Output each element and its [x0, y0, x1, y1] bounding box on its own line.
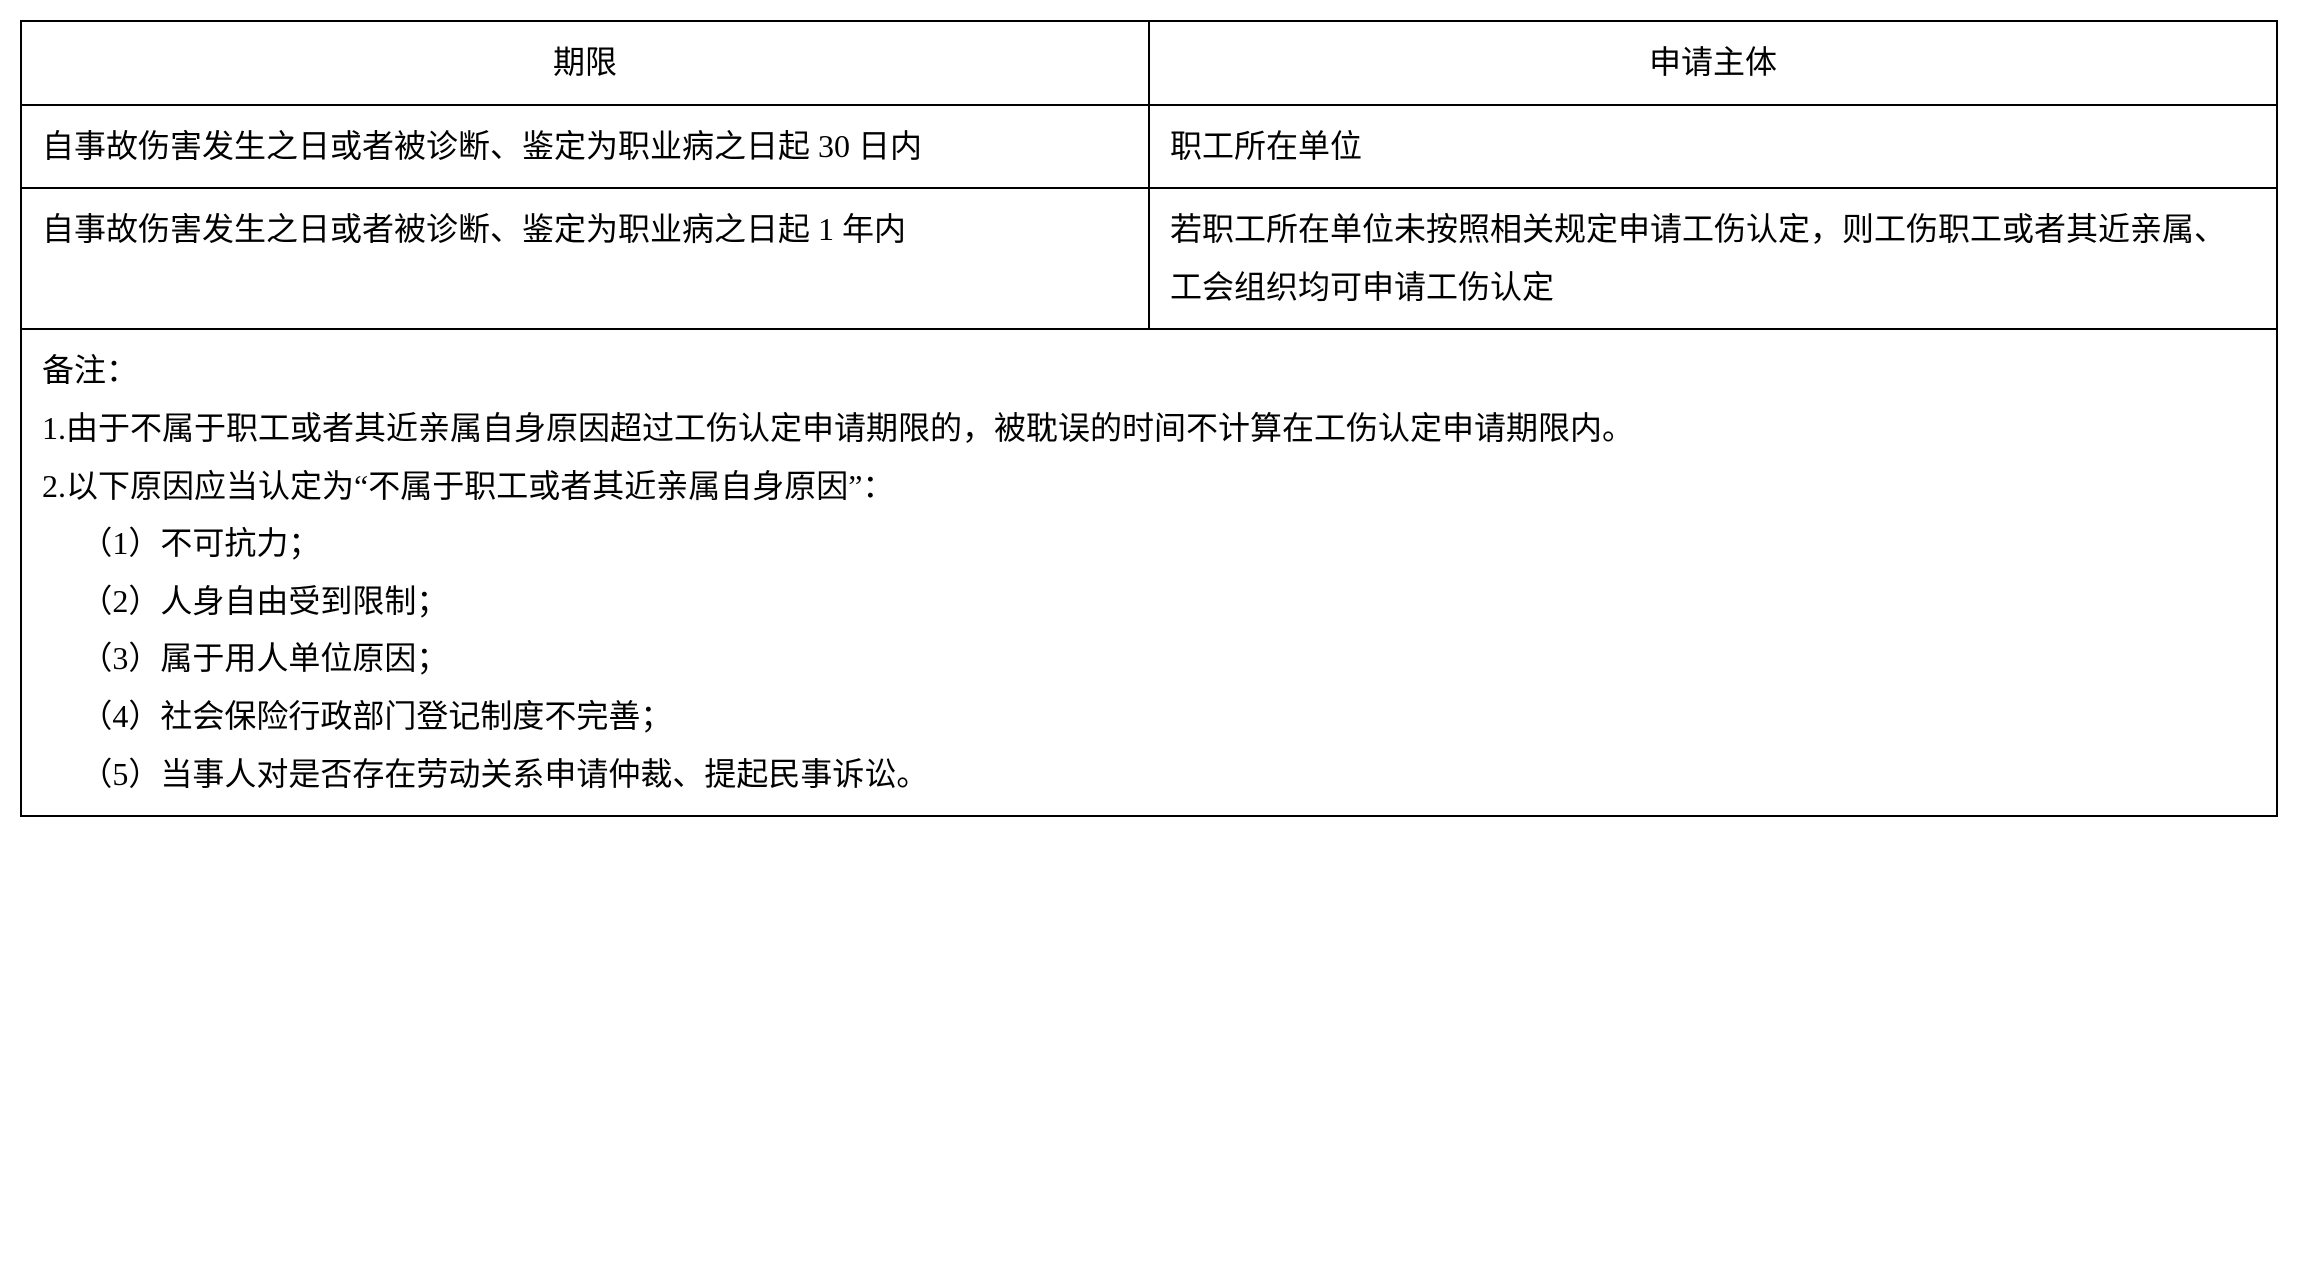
notes-cell: 备注： 1.由于不属于职工或者其近亲属自身原因超过工伤认定申请期限的，被耽误的时… — [21, 329, 2277, 816]
notes-title: 备注： — [42, 342, 2256, 400]
data-row-2: 自事故伤害发生之日或者被诊断、鉴定为职业病之日起 1 年内 若职工所在单位未按照… — [21, 188, 2277, 329]
row1-col1: 自事故伤害发生之日或者被诊断、鉴定为职业病之日起 30 日内 — [21, 105, 1149, 189]
data-row-1: 自事故伤害发生之日或者被诊断、鉴定为职业病之日起 30 日内 职工所在单位 — [21, 105, 2277, 189]
row2-col2: 若职工所在单位未按照相关规定申请工伤认定，则工伤职工或者其近亲属、工会组织均可申… — [1149, 188, 2277, 329]
notes-item1: 1.由于不属于职工或者其近亲属自身原因超过工伤认定申请期限的，被耽误的时间不计算… — [42, 400, 2256, 458]
notes-sub2: （2）人身自由受到限制； — [42, 573, 2256, 631]
notes-sub1: （1）不可抗力； — [42, 515, 2256, 573]
notes-sub5: （5）当事人对是否存在劳动关系申请仲裁、提起民事诉讼。 — [42, 746, 2256, 804]
row2-col1: 自事故伤害发生之日或者被诊断、鉴定为职业病之日起 1 年内 — [21, 188, 1149, 329]
notes-item2: 2.以下原因应当认定为“不属于职工或者其近亲属自身原因”： — [42, 458, 2256, 516]
notes-row: 备注： 1.由于不属于职工或者其近亲属自身原因超过工伤认定申请期限的，被耽误的时… — [21, 329, 2277, 816]
notes-sub4: （4）社会保险行政部门登记制度不完善； — [42, 688, 2256, 746]
notes-sub3: （3）属于用人单位原因； — [42, 630, 2256, 688]
main-table: 期限 申请主体 自事故伤害发生之日或者被诊断、鉴定为职业病之日起 30 日内 职… — [20, 20, 2278, 817]
header-col2: 申请主体 — [1149, 21, 2277, 105]
header-col1: 期限 — [21, 21, 1149, 105]
row1-col2: 职工所在单位 — [1149, 105, 2277, 189]
header-row: 期限 申请主体 — [21, 21, 2277, 105]
